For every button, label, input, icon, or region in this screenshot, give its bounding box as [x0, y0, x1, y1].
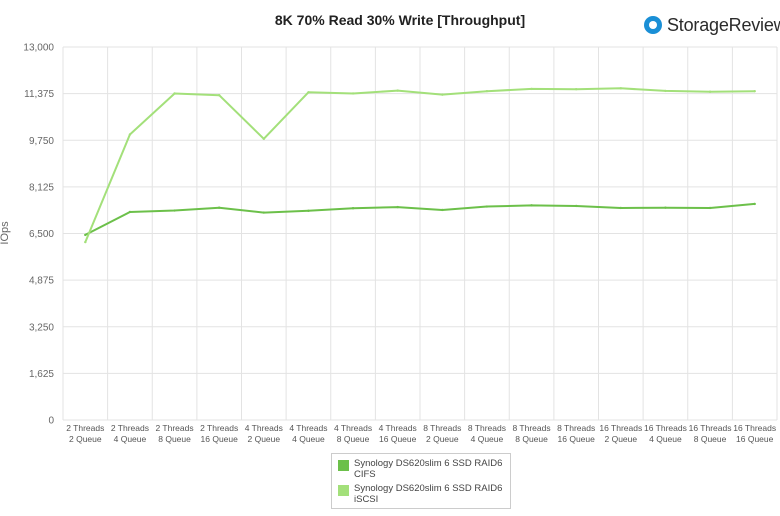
- data-point: [351, 207, 355, 210]
- x-tick-label: 4 Threads 8 Queue: [334, 423, 372, 444]
- series-lines: [84, 87, 756, 244]
- x-tick-label: 4 Threads 2 Queue: [245, 423, 283, 444]
- x-tick-label: 2 Threads 4 Queue: [111, 423, 149, 444]
- data-point: [441, 93, 444, 96]
- data-point: [664, 89, 667, 93]
- y-tick-label: 6,500: [29, 229, 54, 240]
- legend-item-iscsi[interactable]: Synology DS620slim 6 SSD RAID6 iSCSI: [338, 483, 504, 505]
- x-tick-label: 16 Threads 16 Queue: [733, 423, 776, 444]
- data-point: [84, 233, 87, 237]
- x-tick-label: 8 Threads 2 Queue: [423, 423, 461, 444]
- data-point: [217, 94, 221, 97]
- x-tick-label: 8 Threads 16 Queue: [557, 423, 595, 444]
- data-point: [128, 210, 132, 214]
- data-point: [351, 92, 355, 95]
- data-point: [262, 211, 266, 214]
- x-tick-label: 2 Threads 2 Queue: [66, 423, 104, 444]
- data-point: [128, 133, 132, 136]
- data-point: [708, 90, 712, 93]
- data-point: [396, 89, 399, 92]
- data-point: [173, 209, 176, 212]
- y-tick-label: 11,375: [24, 89, 54, 100]
- x-tick-label: 8 Threads 4 Queue: [468, 423, 506, 444]
- storagereview-logo-icon: [644, 16, 662, 34]
- legend-label-iscsi: Synology DS620slim 6 SSD RAID6 iSCSI: [354, 483, 503, 505]
- data-point: [307, 209, 310, 213]
- chart-legend: Synology DS620slim 6 SSD RAID6 CIFS Syno…: [331, 453, 511, 509]
- y-tick-label: 1,625: [29, 369, 54, 380]
- chart-title: 8K 70% Read 30% Write [Throughput]: [274, 12, 526, 28]
- logo-text: StorageReview: [667, 14, 780, 35]
- data-point: [262, 137, 266, 141]
- data-point: [574, 87, 578, 91]
- x-tick-label: 16 Threads 4 Queue: [644, 423, 687, 444]
- data-point: [753, 89, 756, 93]
- y-tick-label: 0: [48, 416, 54, 427]
- data-point: [619, 206, 623, 210]
- data-point: [217, 206, 221, 209]
- data-point: [619, 87, 623, 90]
- legend-item-cifs[interactable]: Synology DS620slim 6 SSD RAID6 CIFS: [338, 458, 504, 480]
- data-point: [396, 205, 399, 209]
- legend-swatch-iscsi: [338, 485, 349, 496]
- data-point: [441, 208, 444, 212]
- y-tick-label: 3,250: [29, 322, 54, 333]
- x-tick-label: 4 Threads 4 Queue: [289, 423, 327, 444]
- y-tick-label: 4,875: [29, 276, 54, 287]
- y-axis-label: IOps: [0, 221, 11, 245]
- x-tick-label: 4 Threads 16 Queue: [379, 423, 417, 444]
- data-point: [753, 202, 756, 206]
- x-tick-label: 16 Threads 2 Queue: [599, 423, 642, 444]
- data-point: [485, 205, 489, 208]
- y-tick-label: 13,000: [23, 43, 54, 54]
- legend-label-cifs: Synology DS620slim 6 SSD RAID6 CIFS: [354, 458, 503, 480]
- storagereview-logo: StorageReview: [644, 14, 780, 36]
- x-tick-label: 16 Threads 8 Queue: [689, 423, 732, 444]
- data-point: [84, 240, 87, 244]
- y-axis-ticks: 0 1,625 3,250 4,875 6,500 8,125 9,750 11,375 13,…: [23, 43, 54, 427]
- x-axis-ticks: 2 Threads 2 Queue 2 Threads 4 Queue 2 Thread…: [66, 423, 776, 444]
- data-point: [307, 91, 310, 94]
- data-point: [530, 204, 533, 207]
- x-tick-label: 8 Threads 8 Queue: [513, 423, 551, 444]
- y-tick-label: 8,125: [29, 182, 54, 193]
- data-point: [173, 92, 176, 95]
- x-tick-label: 2 Threads 8 Queue: [156, 423, 194, 444]
- y-tick-label: 9,750: [29, 136, 54, 147]
- series-line-iscsi: [84, 87, 756, 244]
- data-point: [664, 206, 667, 209]
- legend-swatch-cifs: [338, 460, 349, 471]
- x-tick-label: 2 Threads 16 Queue: [200, 423, 238, 444]
- data-point: [574, 204, 578, 208]
- data-point: [530, 87, 533, 91]
- series-line-cifs: [84, 202, 756, 236]
- grid-lines: [62, 46, 778, 421]
- data-point: [485, 89, 489, 93]
- data-point: [708, 206, 712, 210]
